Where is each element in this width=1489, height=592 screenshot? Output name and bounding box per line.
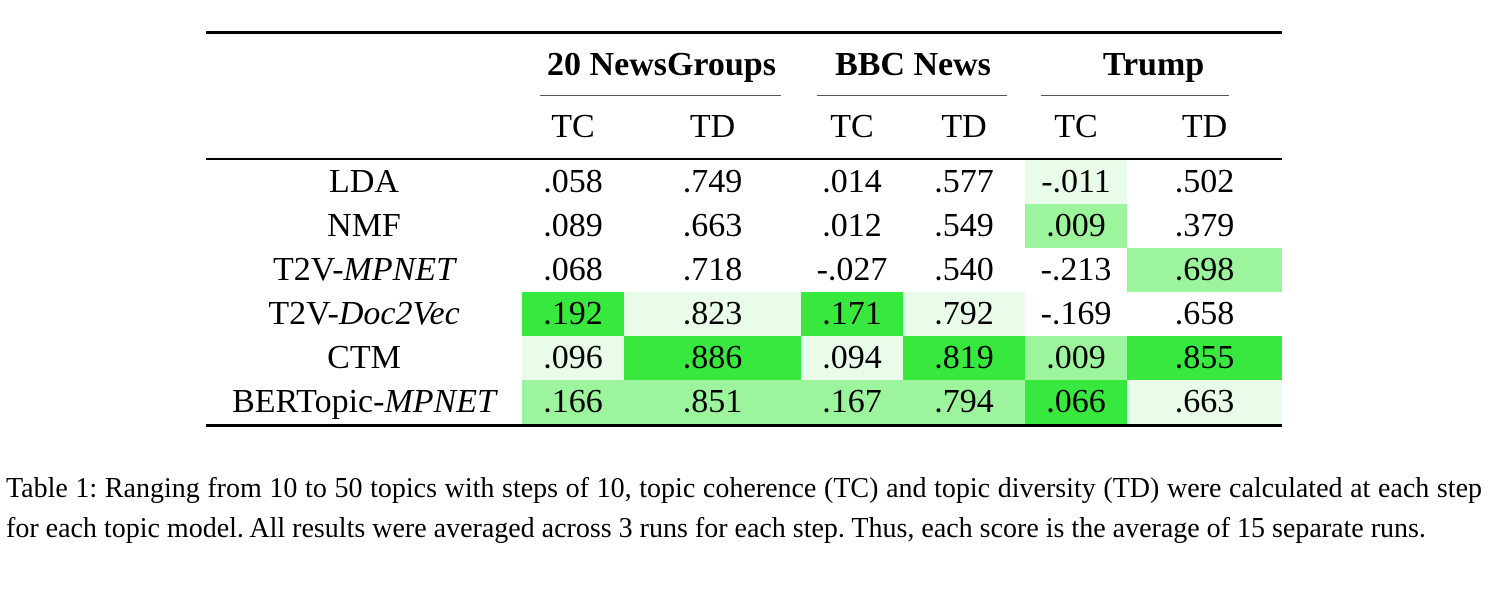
model-name-cell: BERTopic-MPNET xyxy=(206,380,522,427)
model-name: T2V- xyxy=(268,295,339,332)
table-caption: Table 1: Ranging from 10 to 50 topics wi… xyxy=(6,473,1482,544)
model-name: CTM xyxy=(327,339,401,376)
metric-header: TC xyxy=(801,96,903,160)
model-name-cell: T2V-Doc2Vec xyxy=(206,292,522,336)
score-cell: .663 xyxy=(624,204,801,248)
dataset-header-row: 20 NewsGroups BBC News Trump xyxy=(206,32,1283,97)
score-cell: .698 xyxy=(1127,248,1283,292)
score-cell: .658 xyxy=(1127,292,1283,336)
metric-header: TD xyxy=(903,96,1025,160)
model-name: T2V- xyxy=(273,251,344,288)
score-cell: .819 xyxy=(903,336,1025,380)
model-name: NMF xyxy=(327,207,401,244)
score-cell: .663 xyxy=(1127,380,1283,427)
score-cell: .502 xyxy=(1127,159,1283,204)
score-cell: .066 xyxy=(1025,380,1127,427)
metric-header-row: TC TD TC TD TC TD xyxy=(206,96,1283,160)
model-name: LDA xyxy=(329,163,399,200)
model-name: BERTopic- xyxy=(232,383,385,420)
score-cell: -.169 xyxy=(1025,292,1127,336)
score-cell: .540 xyxy=(903,248,1025,292)
table-body: LDA .058.749.014.577 -.011.502 NMF .089.663.… xyxy=(206,159,1283,427)
metric-header: TC xyxy=(522,96,624,160)
model-name-cell: LDA xyxy=(206,159,522,204)
score-cell: .096 xyxy=(522,336,624,380)
dataset-underline-20newsgroups xyxy=(540,95,781,96)
model-name-cell: T2V-MPNET xyxy=(206,248,522,292)
score-cell: .167 xyxy=(801,380,903,427)
model-name-cell: NMF xyxy=(206,204,522,248)
score-cell: .855 xyxy=(1127,336,1283,380)
score-cell: .851 xyxy=(624,380,801,427)
table-row: T2V-MPNET .068.718 -.027.540 -.213.698 xyxy=(206,248,1283,292)
score-cell: .166 xyxy=(522,380,624,427)
table-row: LDA .058.749.014.577 -.011.502 xyxy=(206,159,1283,204)
score-cell: .794 xyxy=(903,380,1025,427)
score-cell: -.011 xyxy=(1025,159,1127,204)
score-cell: .009 xyxy=(1025,204,1127,248)
score-cell: .192 xyxy=(522,292,624,336)
score-cell: .089 xyxy=(522,204,624,248)
model-name-suffix: MPNET xyxy=(384,383,496,420)
score-cell: -.213 xyxy=(1025,248,1127,292)
table-row: CTM .096.886.094.819.009.855 xyxy=(206,336,1283,380)
score-cell: .718 xyxy=(624,248,801,292)
dataset-header-20newsgroups: 20 NewsGroups xyxy=(547,46,776,83)
empty-metric-cell xyxy=(206,96,522,160)
score-cell: .749 xyxy=(624,159,801,204)
metric-header: TD xyxy=(1127,96,1283,160)
results-table: 20 NewsGroups BBC News Trump TC TD TC TD… xyxy=(206,31,1283,427)
score-cell: .886 xyxy=(624,336,801,380)
score-cell: .577 xyxy=(903,159,1025,204)
score-cell: .058 xyxy=(522,159,624,204)
model-name-cell: CTM xyxy=(206,336,522,380)
score-cell: .009 xyxy=(1025,336,1127,380)
metric-header: TC xyxy=(1025,96,1127,160)
score-cell: .823 xyxy=(624,292,801,336)
dataset-header-bbcnews: BBC News xyxy=(835,46,991,83)
score-cell: .014 xyxy=(801,159,903,204)
table-row: T2V-Doc2Vec .192.823.171.792 -.169.658 xyxy=(206,292,1283,336)
dataset-underline-bbcnews xyxy=(817,95,1007,96)
empty-header-cell xyxy=(206,33,522,97)
score-cell: .549 xyxy=(903,204,1025,248)
table-row: NMF .089.663.012.549.009.379 xyxy=(206,204,1283,248)
score-cell: .379 xyxy=(1127,204,1283,248)
score-cell: .094 xyxy=(801,336,903,380)
results-table-container: 20 NewsGroups BBC News Trump TC TD TC TD… xyxy=(206,31,1283,427)
score-cell: .792 xyxy=(903,292,1025,336)
dataset-underline-trump xyxy=(1041,95,1229,96)
model-name-suffix: MPNET xyxy=(343,251,455,288)
table-row: BERTopic-MPNET .166.851.167.794.066.663 xyxy=(206,380,1283,427)
score-cell: .171 xyxy=(801,292,903,336)
dataset-header-trump: Trump xyxy=(1102,46,1205,83)
model-name-suffix: Doc2Vec xyxy=(338,295,460,332)
metric-header: TD xyxy=(624,96,801,160)
score-cell: -.027 xyxy=(801,248,903,292)
score-cell: .012 xyxy=(801,204,903,248)
score-cell: .068 xyxy=(522,248,624,292)
